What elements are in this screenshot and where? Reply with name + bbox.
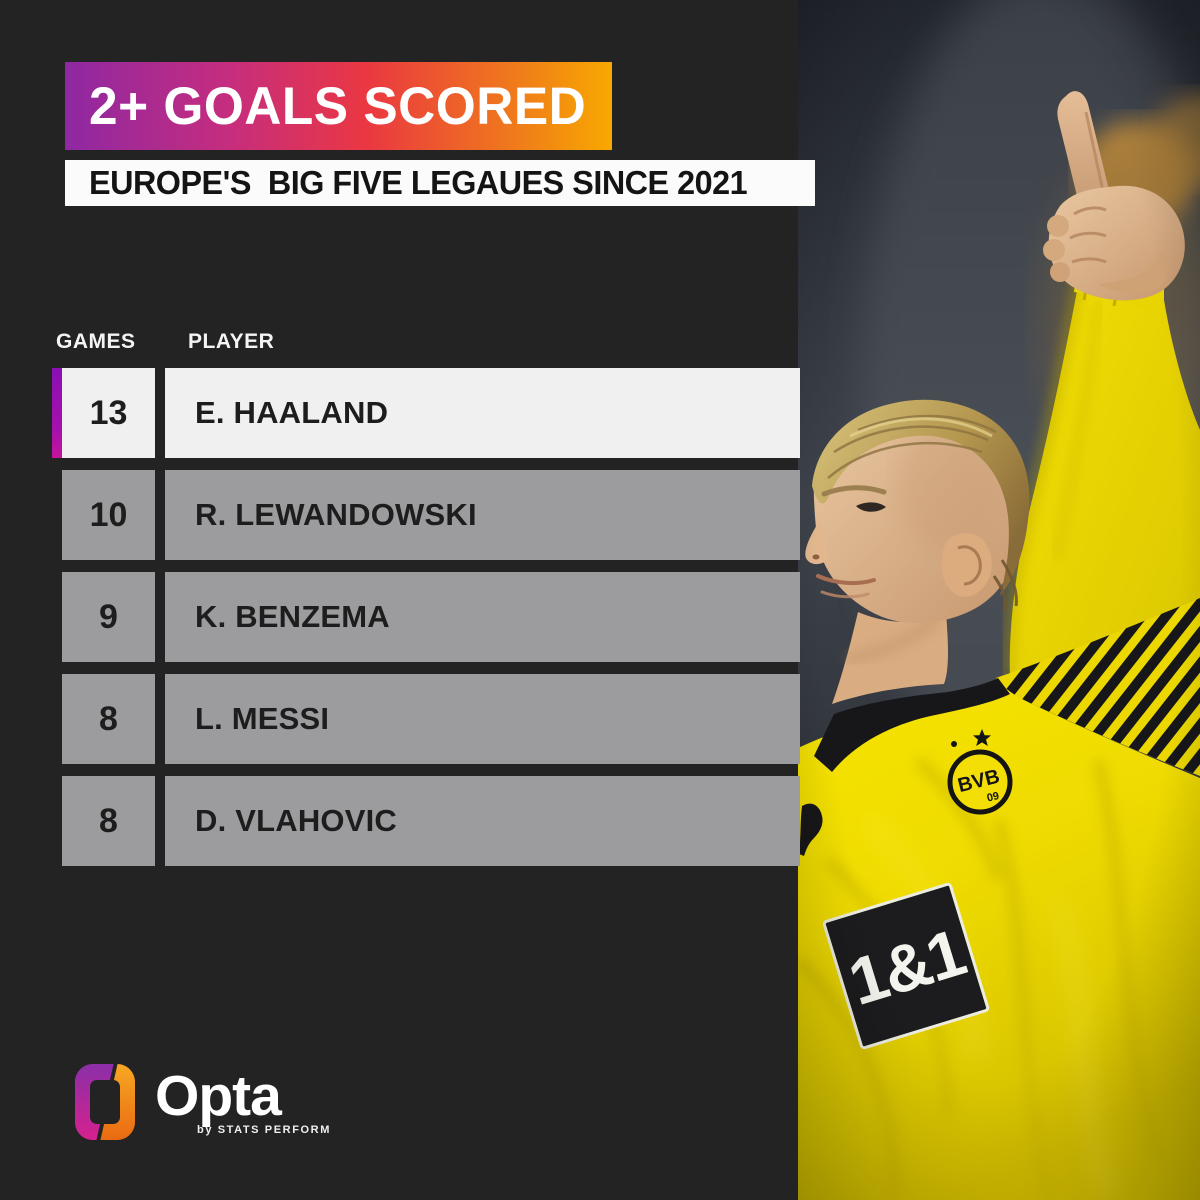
col-header-player: PLAYER [188,330,275,353]
col-header-games: GAMES [56,330,136,353]
page-subtitle: EUROPE'S BIG FIVE LEGAUES SINCE 2021 [89,164,748,201]
games-cell: 10 [62,470,155,560]
player-photo: BVB 09 1&1 [789,0,1200,1200]
games-cell: 8 [62,776,155,866]
table-row-haaland: 13 E. HAALAND [52,368,800,458]
table-row-benzema: 9 K. BENZEMA [52,572,800,662]
table-row-messi: 8 L. MESSI [52,674,800,764]
opta-wordmark: Opta [155,1064,282,1128]
player-name: K. BENZEMA [195,599,390,634]
player-cell: E. HAALAND [165,368,800,458]
games-cell: 8 [62,674,155,764]
games-value: 8 [99,699,118,738]
player-name: E. HAALAND [195,395,389,430]
player-cell: D. VLAHOVIC [165,776,800,866]
games-cell: 9 [62,572,155,662]
games-value: 13 [89,393,128,432]
player-cell: R. LEWANDOWSKI [165,470,800,560]
games-value: 10 [89,495,128,534]
player-photo-svg: BVB 09 1&1 [789,0,1200,1200]
photo-vignette [798,0,1200,1200]
games-value: 8 [99,801,118,840]
player-name: D. VLAHOVIC [195,803,397,838]
player-name: R. LEWANDOWSKI [195,497,477,532]
opta-logo-icon [75,1064,135,1140]
player-name: L. MESSI [195,701,330,736]
subtitle-bar: EUROPE'S BIG FIVE LEGAUES SINCE 2021 [65,160,815,206]
player-cell: L. MESSI [165,674,800,764]
page-title: 2+ GOALS SCORED [89,76,587,136]
player-cell: K. BENZEMA [165,572,800,662]
games-value: 9 [99,597,118,636]
stats-perform-label: by STATS PERFORM [197,1124,331,1136]
title-banner: 2+ GOALS SCORED [65,62,612,150]
highlight-accent-bar [52,368,62,458]
table-row-vlahovic: 8 D. VLAHOVIC [52,776,800,866]
table-row-lewandowski: 10 R. LEWANDOWSKI [52,470,800,560]
games-cell: 13 [62,368,155,458]
